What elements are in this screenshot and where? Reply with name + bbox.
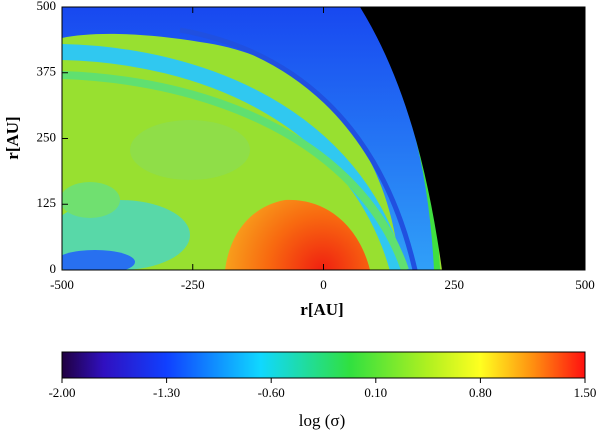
x-tick-label: 500 [575, 277, 595, 292]
x-tick-label: -250 [181, 277, 205, 292]
colorbar-tick-label: 0.80 [469, 385, 492, 400]
x-tick-label: 250 [445, 277, 465, 292]
x-tick-label: -500 [50, 277, 74, 292]
y-tick-label: 125 [37, 195, 57, 210]
y-tick-label: 0 [50, 261, 57, 276]
colorbar-tick-label: -0.60 [258, 385, 285, 400]
x-tick-label: 0 [320, 277, 327, 292]
y-axis-label: r[AU] [3, 116, 22, 159]
y-tick-label: 250 [37, 129, 57, 144]
colorbar-tick-label: -1.30 [153, 385, 180, 400]
y-tick-label: 500 [37, 0, 57, 13]
colorbar-tick-label: 0.10 [364, 385, 387, 400]
colorbar [61, 351, 586, 379]
colorbar-tick-label: 1.50 [574, 385, 597, 400]
y-tick-label: 375 [37, 64, 57, 79]
colorbar-label: log (σ) [299, 411, 345, 430]
x-axis-label: r[AU] [300, 300, 343, 319]
colorbar-tick-label: -2.00 [48, 385, 75, 400]
field [62, 7, 585, 270]
